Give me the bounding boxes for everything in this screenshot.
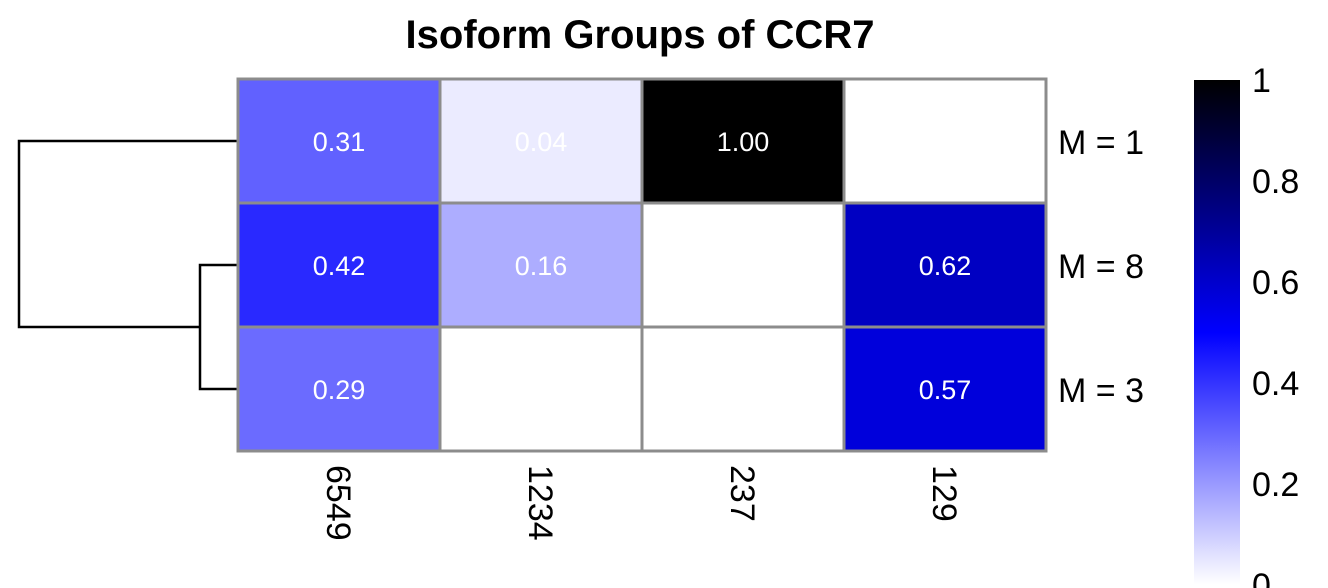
- color-legend: 0 0.2 0.4 0.6 0.8 1: [1194, 62, 1299, 588]
- legend-tick-label: 0.6: [1252, 264, 1299, 302]
- heatmap-cells: 0.31 0.04 1.00 0.42 0.16 0.62 0.29 0.57: [236, 77, 1048, 453]
- cell-value-label: 1.00: [717, 127, 770, 157]
- cell-value-label: 0.42: [313, 251, 366, 281]
- row-label: M = 3: [1058, 372, 1144, 410]
- heatmap-cell: [640, 201, 846, 329]
- cell-value-label: 0.29: [313, 375, 366, 405]
- column-label: 1234: [521, 465, 559, 541]
- heatmap-cell: [842, 325, 1048, 453]
- cell-value-label: 0.04: [515, 127, 568, 157]
- heatmap-cell: [842, 77, 1048, 205]
- heatmap-cell: [236, 77, 442, 205]
- column-label: 129: [925, 465, 963, 522]
- legend-tick-label: 0.2: [1252, 466, 1299, 504]
- heatmap-cell: [640, 325, 846, 453]
- column-label: 6549: [319, 465, 357, 541]
- row-dendrogram: [17, 139, 238, 391]
- row-label: M = 1: [1058, 124, 1144, 162]
- heatmap-cell: [842, 201, 1048, 329]
- chart-title: Isoform Groups of CCR7: [406, 13, 875, 57]
- heatmap-cell: [236, 325, 442, 453]
- cell-value-label: 0.62: [919, 251, 972, 281]
- dendrogram-branch: [198, 263, 238, 391]
- color-legend-bar: [1194, 80, 1240, 585]
- legend-tick-label: 0.8: [1252, 163, 1299, 201]
- dendrogram-branch: [17, 139, 238, 329]
- heatmap-cell: [438, 77, 644, 205]
- legend-tick-label: 1: [1252, 62, 1271, 100]
- heatmap-cell: [640, 77, 846, 205]
- legend-tick-label: 0: [1252, 567, 1271, 588]
- column-label: 237: [723, 465, 761, 522]
- cell-value-label: 0.31: [313, 127, 366, 157]
- heatmap-cell: [438, 325, 644, 453]
- row-labels: M = 1 M = 8 M = 3: [1058, 124, 1144, 410]
- row-label: M = 8: [1058, 248, 1144, 286]
- cell-value-label: 0.16: [515, 251, 568, 281]
- legend-tick-label: 0.4: [1252, 365, 1299, 403]
- cell-value-label: 0.57: [919, 375, 972, 405]
- column-labels: 6549 1234 237 129: [319, 465, 963, 541]
